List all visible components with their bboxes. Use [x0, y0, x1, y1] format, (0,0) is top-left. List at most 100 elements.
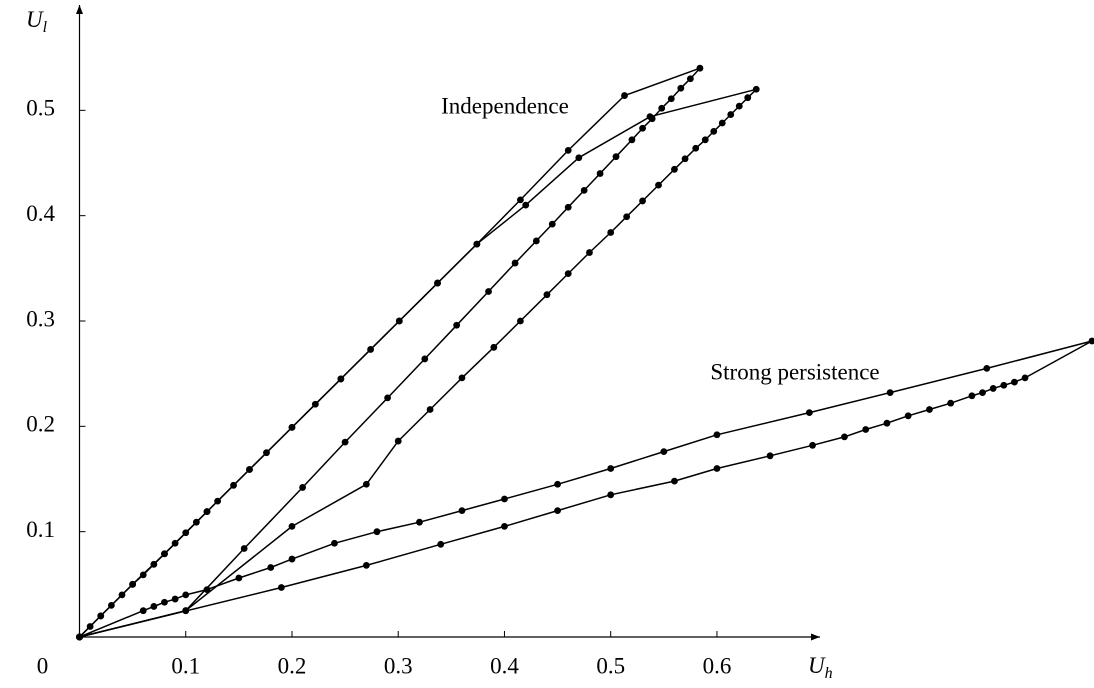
y-axis-label-main: U [26, 7, 44, 32]
data-point [701, 136, 709, 144]
data-point [97, 612, 105, 620]
data-point [426, 406, 434, 413]
data-point [267, 564, 275, 571]
data-point [612, 153, 620, 161]
data-point [564, 203, 572, 211]
data-point [517, 317, 524, 325]
data-point [696, 64, 704, 72]
data-point [607, 229, 615, 236]
data-point [671, 165, 678, 173]
data-point [337, 375, 345, 383]
y-axis-label: Ul [26, 7, 48, 35]
y-tick-label: 0.1 [26, 517, 55, 542]
data-point [277, 584, 285, 591]
data-point [240, 545, 248, 552]
data-point [658, 104, 666, 112]
data-point [883, 419, 891, 427]
data-point [458, 507, 466, 514]
y-tick-label: 0.4 [26, 201, 55, 226]
data-point [458, 374, 466, 382]
data-point [1021, 374, 1029, 382]
data-point [841, 433, 848, 441]
data-point [501, 523, 508, 530]
data-point [490, 343, 498, 351]
y-axis-arrow [76, 5, 83, 14]
y-tick-label: 0.3 [26, 306, 55, 331]
data-point [744, 94, 752, 102]
data-point [926, 406, 933, 413]
data-point [362, 561, 370, 569]
data-point [886, 389, 894, 397]
data-point [766, 452, 774, 460]
x-tick-label: 0.5 [596, 653, 625, 678]
data-point [453, 321, 461, 329]
data-point [607, 491, 615, 499]
data-point [947, 399, 955, 407]
data-point [727, 111, 735, 118]
data-point [575, 154, 583, 162]
x-tick-label: 0.2 [278, 653, 307, 678]
data-point [511, 259, 519, 267]
data-point [362, 480, 370, 488]
data-point [395, 317, 403, 325]
data-point [150, 603, 158, 610]
data-point [288, 555, 296, 563]
data-point [718, 119, 726, 127]
data-point [621, 92, 628, 99]
data-point [288, 523, 296, 530]
data-point [373, 528, 381, 536]
data-point [564, 270, 572, 277]
data-point [628, 136, 636, 144]
data-point [639, 197, 646, 205]
x-tick-label: 0.1 [171, 653, 200, 678]
x-axis-label: Uh [808, 653, 833, 681]
x-tick-label: 0.3 [384, 653, 413, 678]
data-point [805, 409, 813, 417]
data-point [161, 598, 168, 606]
data-point [517, 196, 524, 204]
x-tick-label: 0.4 [490, 653, 519, 678]
data-point [288, 423, 296, 431]
x-axis-label-sub: h [825, 665, 833, 682]
data-point [341, 438, 349, 446]
data-point [564, 146, 572, 154]
annotation: Strong persistence [710, 359, 879, 384]
data-point [735, 102, 743, 110]
data-point [639, 124, 646, 132]
data-point [554, 507, 561, 514]
data-point [681, 155, 689, 163]
data-point [501, 495, 508, 503]
data-point [543, 291, 551, 299]
data-point [623, 213, 631, 221]
data-point [979, 389, 986, 397]
data-point [246, 466, 253, 473]
x-tick-label: 0 [37, 653, 49, 678]
y-axis-label-sub: l [43, 19, 48, 36]
data-point [1000, 381, 1008, 389]
x-axis-label-main: U [808, 653, 826, 678]
data-point [809, 441, 816, 449]
data-point [203, 586, 211, 593]
data-point [1011, 378, 1018, 386]
data-point [416, 518, 423, 526]
data-point [686, 75, 694, 83]
data-point [655, 181, 662, 189]
data-point [129, 580, 137, 588]
y-tick-label: 0.2 [26, 412, 55, 437]
x-axis-arrow [811, 633, 820, 641]
series-line [78, 88, 758, 638]
data-point [692, 144, 700, 152]
data-point [394, 437, 402, 445]
data-point [671, 477, 678, 485]
data-point [677, 84, 685, 92]
data-point [532, 237, 540, 245]
data-point [235, 574, 243, 582]
series-line [78, 67, 701, 638]
annotation: Independence [441, 93, 569, 118]
series-line [79, 340, 1093, 638]
data-point [485, 288, 492, 295]
data-point [76, 633, 83, 641]
data-point [139, 607, 147, 615]
data-point [667, 95, 675, 103]
